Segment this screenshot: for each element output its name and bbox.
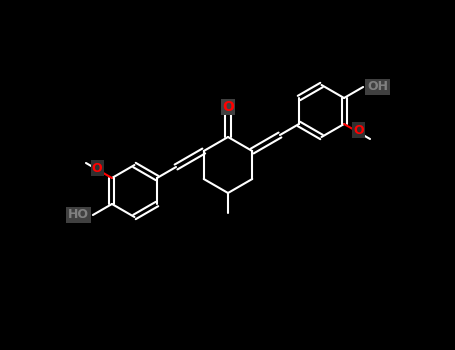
- Text: O: O: [92, 161, 102, 175]
- Text: OH: OH: [367, 80, 388, 93]
- Text: O: O: [354, 124, 364, 136]
- Text: O: O: [222, 100, 234, 114]
- Text: HO: HO: [68, 209, 89, 222]
